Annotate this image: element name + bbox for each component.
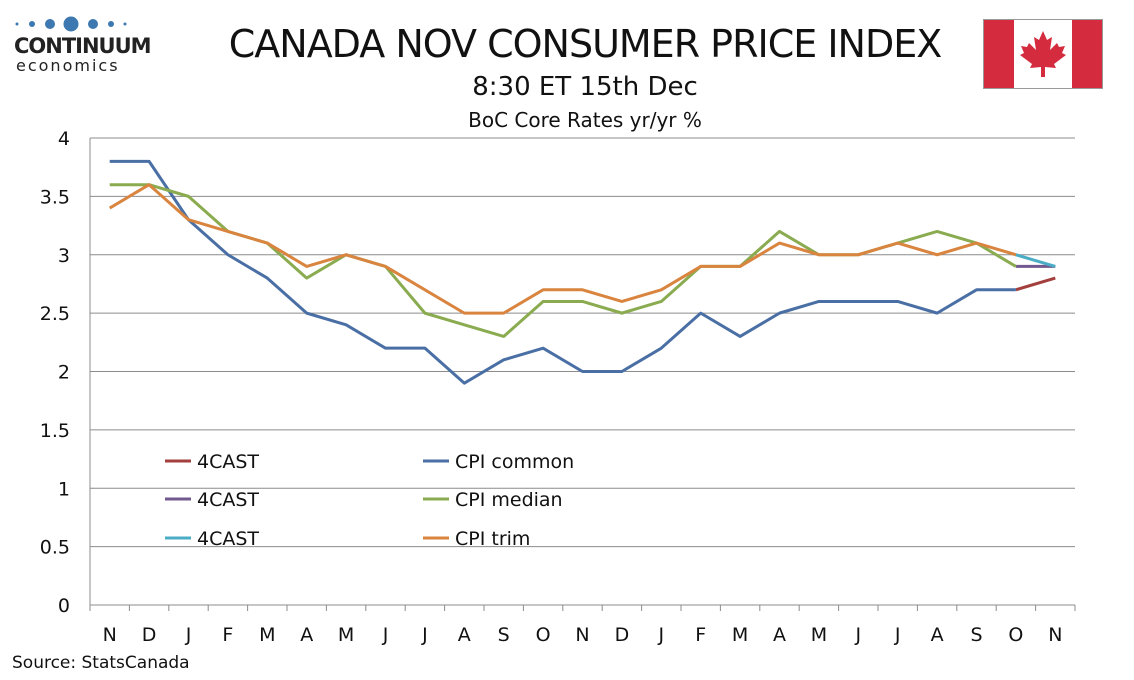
- source-note: Source: StatsCanada: [12, 653, 190, 673]
- x-tick-label: A: [931, 624, 944, 646]
- x-tick-label: N: [575, 624, 589, 646]
- y-tick-label: 3: [58, 245, 70, 267]
- y-tick-label: 1: [58, 478, 70, 500]
- x-tick-label: M: [811, 624, 827, 646]
- x-tick-label: S: [498, 624, 510, 646]
- legend-label-median: CPI median: [455, 489, 563, 511]
- x-tick-label: N: [103, 624, 117, 646]
- series-line-common: [109, 159, 1016, 385]
- y-tick-label: 1.5: [40, 420, 70, 442]
- y-tick-label: 3.5: [40, 186, 70, 208]
- x-tick-label: J: [185, 624, 192, 646]
- legend-label-fc_trim: 4CAST: [197, 528, 259, 550]
- x-tick-label: J: [421, 624, 428, 646]
- x-tick-label: D: [142, 624, 157, 646]
- x-tick-label: O: [1008, 624, 1023, 646]
- logo-dots-icon: [15, 16, 127, 32]
- series-line-median: [109, 183, 1017, 338]
- legend-label-fc_common: 4CAST: [197, 451, 259, 473]
- x-tick-label: F: [222, 624, 233, 646]
- x-tick-label: J: [382, 624, 389, 646]
- y-tick-label: 0: [58, 595, 70, 617]
- legend-label-common: CPI common: [455, 451, 574, 473]
- chart-subtitle: 8:30 ET 15th Dec: [472, 72, 698, 102]
- x-tick-label: A: [773, 624, 786, 646]
- chart-title: CANADA NOV CONSUMER PRICE INDEX: [228, 22, 943, 66]
- logo-name: CONTINUUM: [14, 34, 152, 58]
- y-tick-label: 2.5: [40, 303, 70, 325]
- series-line-fc_common: [1015, 276, 1056, 292]
- chart-subtitle-rates: BoC Core Rates yr/yr %: [468, 108, 702, 132]
- logo-sub: economics: [16, 56, 120, 75]
- x-tick-label: A: [458, 624, 471, 646]
- canada-flag-icon: [983, 19, 1103, 89]
- y-tick-label: 2: [58, 362, 70, 384]
- x-tick-label: O: [536, 624, 551, 646]
- y-tick-label: 0.5: [40, 537, 70, 559]
- x-tick-label: N: [1048, 624, 1062, 646]
- y-tick-label: 4: [58, 128, 70, 150]
- x-tick-label: J: [894, 624, 901, 646]
- x-tick-label: M: [338, 624, 354, 646]
- x-tick-label: A: [300, 624, 313, 646]
- x-tick-label: D: [615, 624, 630, 646]
- series-line-trim: [108, 183, 1017, 315]
- x-tick-label: J: [657, 624, 664, 646]
- x-tick-label: S: [970, 624, 982, 646]
- x-tick-label: F: [695, 624, 706, 646]
- x-tick-label: M: [732, 624, 748, 646]
- x-tick-label: J: [854, 624, 861, 646]
- legend-label-trim: CPI trim: [455, 528, 530, 550]
- legend-label-fc_median: 4CAST: [197, 489, 259, 511]
- x-tick-label: M: [259, 624, 275, 646]
- series-line-fc_trim: [1015, 253, 1056, 268]
